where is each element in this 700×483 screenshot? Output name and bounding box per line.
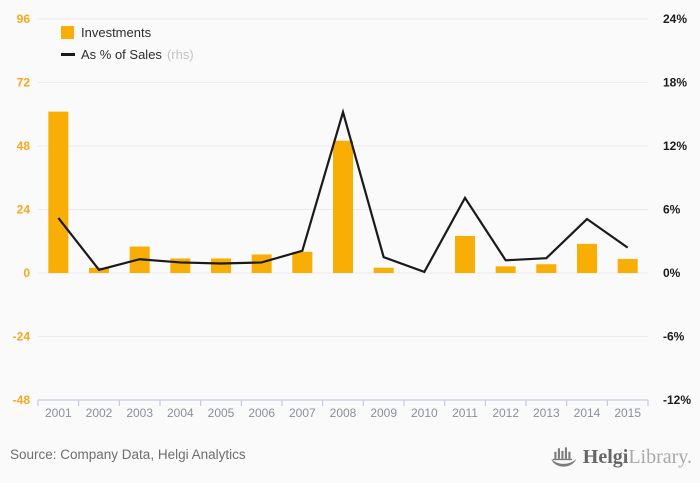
source-note: Source: Company Data, Helgi Analytics	[10, 447, 246, 462]
legend-label-sales: As % of Sales	[81, 47, 162, 62]
helgi-ship-icon	[551, 447, 577, 467]
sales-line	[57, 108, 629, 274]
x-axis-label: 2009	[370, 406, 397, 420]
x-axis-label: 2005	[208, 406, 235, 420]
right-axis-label: -12%	[663, 393, 691, 407]
bar-2011	[455, 235, 475, 273]
x-axis-label: 2002	[86, 406, 113, 420]
legend-item-sales: As % of Sales (rhs)	[61, 47, 194, 62]
bar-2004	[170, 258, 191, 273]
bar-2013	[536, 264, 557, 273]
x-axis-label: 2011	[452, 406, 478, 420]
left-axis-label: 96	[17, 12, 31, 26]
x-axis-label: 2003	[126, 406, 153, 420]
right-axis-label: 12%	[663, 139, 687, 153]
x-axis-label: 2008	[330, 406, 357, 420]
logo-word-library: Library.	[628, 446, 692, 468]
legend: Investments As % of Sales (rhs)	[61, 25, 194, 62]
x-axis-label: 2006	[248, 406, 275, 420]
left-axis-label: 72	[17, 76, 31, 90]
left-axis-label: 48	[17, 139, 31, 153]
bar-2006	[251, 254, 272, 273]
helgi-library-logo: HelgiLibrary.	[550, 442, 692, 472]
logo-word-helgi: Helgi	[582, 446, 629, 468]
x-axis-label: 2014	[574, 406, 601, 420]
bar-2014	[577, 243, 597, 273]
x-axis-label: 2013	[533, 406, 560, 420]
legend-label-investments: Investments	[81, 25, 152, 40]
bar-2008	[333, 140, 353, 273]
bar-2009	[373, 267, 394, 273]
investments-bar-swatch	[61, 26, 74, 39]
right-axis-label: 0%	[663, 266, 681, 280]
bar-2007	[292, 251, 313, 273]
x-axis-label: 2004	[167, 406, 194, 420]
right-axis-label: -6%	[663, 330, 685, 344]
sales-line-swatch	[61, 53, 75, 56]
x-axis-label: 2001	[45, 406, 72, 420]
x-axis-label: 2015	[614, 406, 641, 420]
bar-2012	[495, 266, 516, 273]
right-axis-label: 6%	[663, 203, 681, 217]
legend-item-investments: Investments	[61, 25, 194, 40]
logo-wordmark: HelgiLibrary.	[583, 442, 692, 472]
investments-chart: 96 72 48 24 0 -24 -48 24% 18% 12% 6% 0% -6% -12% 2001 2…	[13, 12, 692, 420]
bar-2005	[211, 258, 231, 273]
left-axis-label: 0	[23, 266, 30, 280]
x-axis-label: 2010	[411, 406, 438, 420]
legend-note-rhs: (rhs)	[166, 47, 194, 62]
bar-2001	[48, 111, 69, 274]
left-axis-label: 24	[17, 203, 31, 217]
right-axis-label: 18%	[663, 76, 687, 90]
x-axis-label: 2012	[492, 406, 519, 420]
left-axis-label: -24	[13, 330, 31, 344]
right-axis-label: 24%	[663, 12, 687, 26]
x-axis-label: 2007	[289, 406, 316, 420]
bar-2015	[617, 258, 638, 273]
left-axis-label: -48	[13, 393, 31, 407]
